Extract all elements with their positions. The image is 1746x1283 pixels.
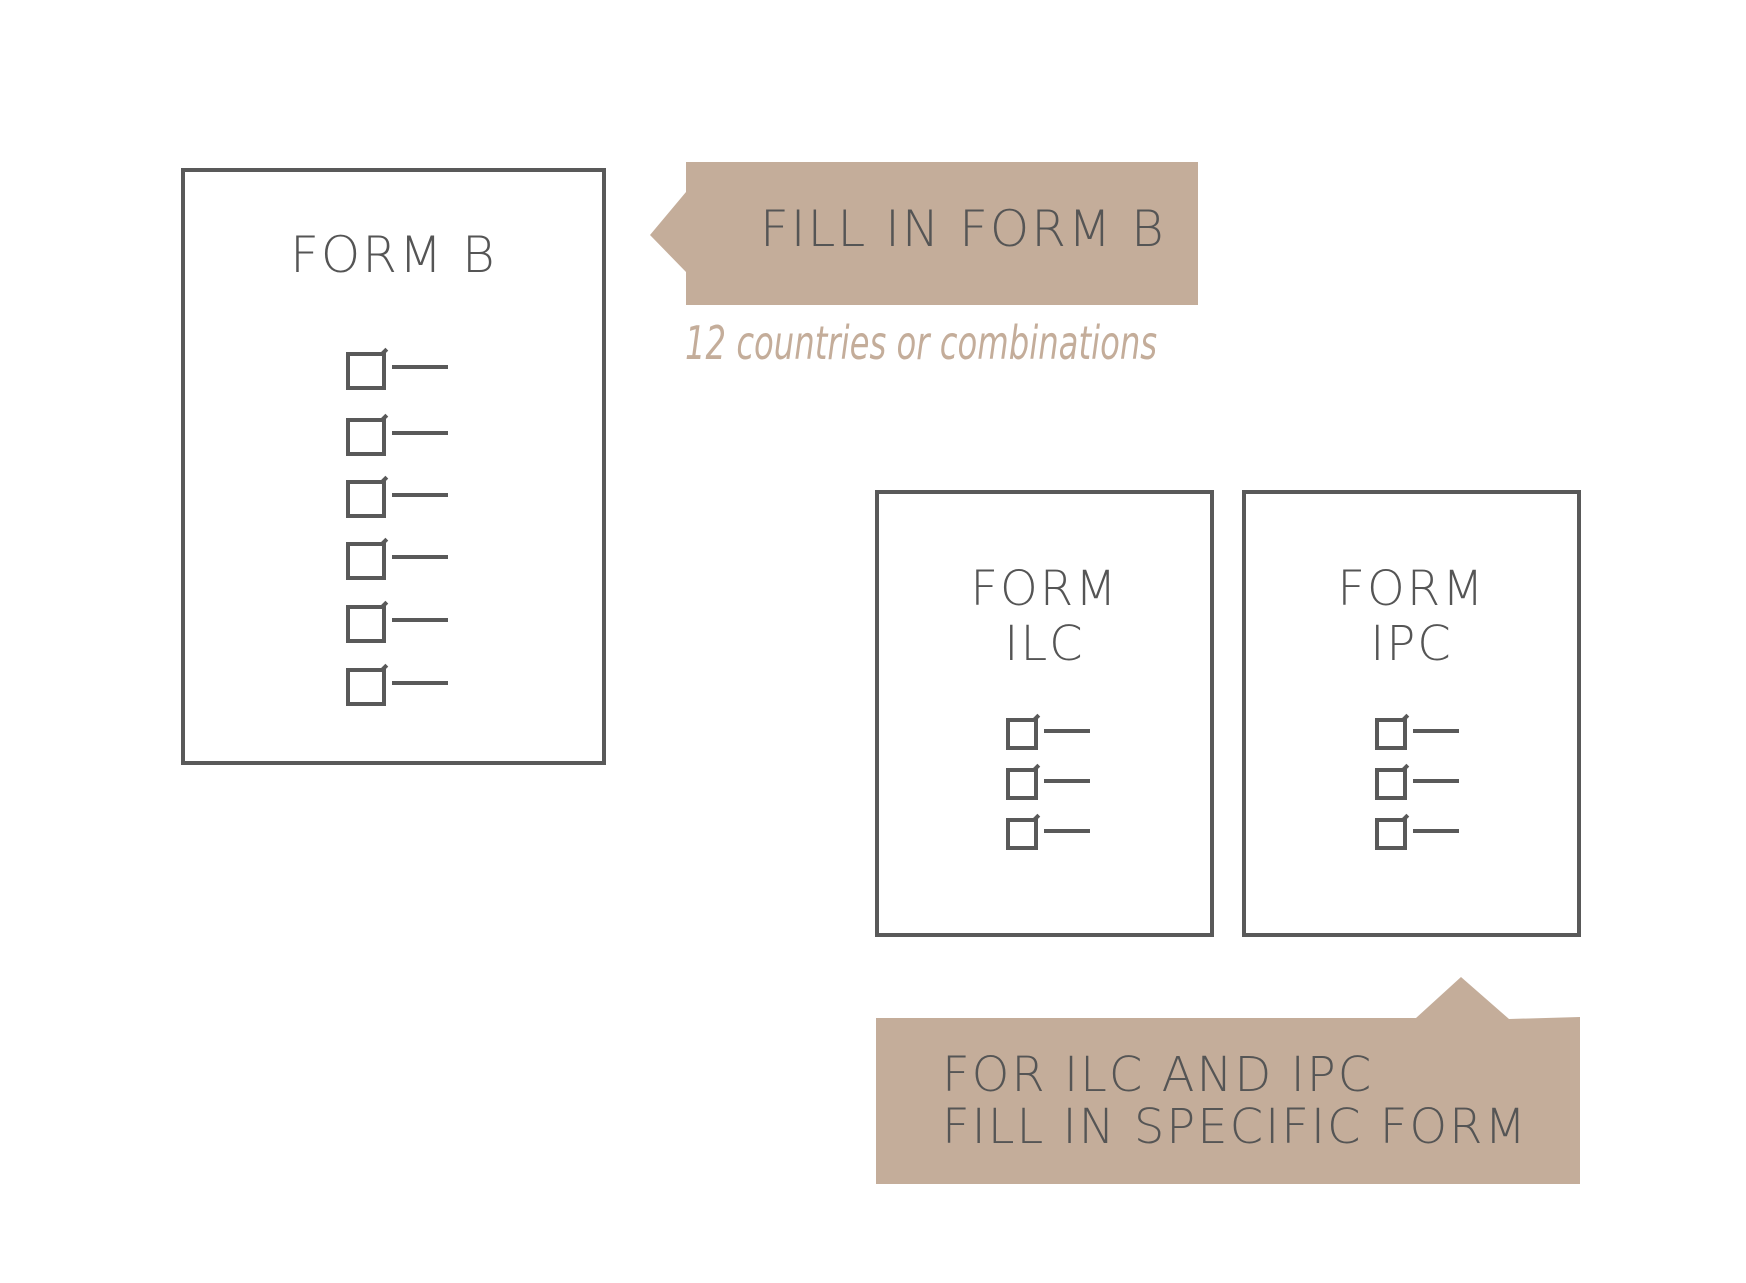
form-ipc-title-line2: IPC [1370, 616, 1453, 673]
checkbox-icon [1375, 768, 1407, 800]
specific-form-line1: FOR ILC AND IPC [942, 1047, 1374, 1103]
specific-form-banner: FOR ILC AND IPC FILL IN SPECIFIC FORM [876, 975, 1582, 1185]
checkbox-icon [346, 605, 386, 643]
form-ilc-checklist [1006, 718, 1096, 858]
checkbox-icon [1375, 718, 1407, 750]
form-ipc-card: FORM IPC [1242, 490, 1581, 937]
banner-shape [650, 162, 1198, 305]
line-placeholder [392, 555, 448, 559]
checkbox-icon [1006, 718, 1038, 750]
checkbox-icon [1006, 818, 1038, 850]
form-b-card: FORM B [181, 168, 606, 765]
form-ipc-title-line1: FORM [1337, 561, 1486, 617]
form-ilc-title: FORM ILC [879, 561, 1210, 673]
checkbox-icon [346, 668, 386, 706]
form-ipc-checklist [1375, 718, 1465, 858]
checkbox-icon [346, 542, 386, 580]
line-placeholder [392, 618, 448, 622]
line-placeholder [1044, 779, 1090, 783]
checkbox-icon [346, 480, 386, 518]
line-placeholder [1044, 729, 1090, 733]
checkbox-icon [1006, 768, 1038, 800]
form-b-title: FORM B [185, 226, 602, 285]
line-placeholder [1413, 779, 1459, 783]
line-placeholder [1413, 729, 1459, 733]
form-ilc-title-line2: ILC [1004, 616, 1085, 673]
form-ilc-title-line1: FORM [970, 561, 1119, 617]
line-placeholder [392, 493, 448, 497]
line-placeholder [1413, 829, 1459, 833]
form-ipc-title: FORM IPC [1246, 561, 1577, 673]
line-placeholder [1044, 829, 1090, 833]
form-b-title-text: FORM B [290, 226, 497, 284]
fill-form-b-banner: FILL IN FORM B [650, 162, 1200, 306]
form-b-checklist [346, 352, 456, 712]
line-placeholder [392, 681, 448, 685]
form-ilc-card: FORM ILC [875, 490, 1214, 937]
specific-form-line2: FILL IN SPECIFIC FORM [942, 1099, 1528, 1155]
line-placeholder [392, 365, 448, 369]
fill-form-b-text: FILL IN FORM B [760, 200, 1166, 258]
checkbox-icon [346, 352, 386, 390]
checkbox-icon [1375, 818, 1407, 850]
banner-shape [876, 977, 1580, 1184]
line-placeholder [392, 431, 448, 435]
countries-caption: 12 countries or combinations [685, 316, 1158, 370]
checkbox-icon [346, 418, 386, 456]
